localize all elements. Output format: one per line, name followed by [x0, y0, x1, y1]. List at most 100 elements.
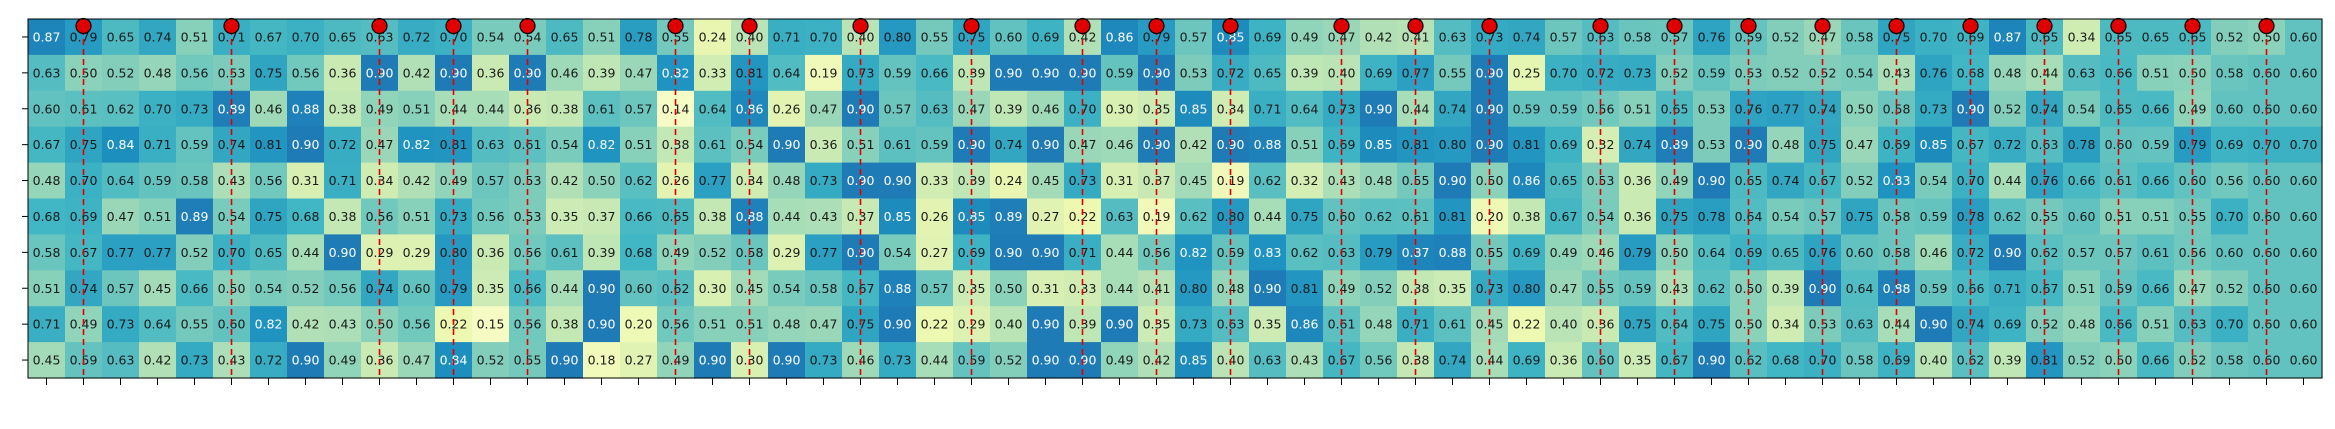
heatmap-cell-r8-c3 — [139, 306, 177, 343]
heatmap-cell-r2-c29 — [1101, 90, 1139, 128]
heatmap-cell-r4-c49 — [1841, 162, 1879, 200]
heatmap-cell-r7-c23 — [879, 270, 917, 307]
cell-value-label-r7-c35: 0.49 — [1328, 281, 1356, 296]
heatmap-cell-r2-c10 — [398, 90, 436, 128]
cell-value-label-r4-c14: 0.42 — [551, 173, 579, 188]
cell-value-label-r7-c15: 0.90 — [588, 281, 616, 296]
cell-value-label-r9-c3: 0.42 — [144, 353, 172, 368]
cell-value-label-r6-c41: 0.49 — [1550, 245, 1578, 260]
heatmap-cell-r7-c49 — [1841, 270, 1879, 307]
cell-value-label-r2-c22: 0.90 — [847, 101, 875, 116]
cell-value-label-r0-c24: 0.55 — [921, 29, 949, 44]
heatmap-cell-r4-c59 — [2211, 162, 2249, 200]
heatmap-cell-r2-c47 — [1767, 90, 1805, 128]
cell-value-label-r5-c44: 0.75 — [1661, 209, 1689, 224]
heatmap-cell-r3-c27 — [1027, 126, 1065, 164]
cell-value-label-r0-c6: 0.67 — [255, 29, 283, 44]
heatmap-cell-r8-c26 — [990, 306, 1028, 343]
heatmap-cell-r2-c61 — [2285, 90, 2323, 128]
cell-value-label-r8-c21: 0.47 — [810, 317, 838, 332]
cell-value-label-r4-c57: 0.66 — [2142, 173, 2170, 188]
cell-value-label-r5-c40: 0.38 — [1513, 209, 1541, 224]
heatmap-cell-r1-c26 — [990, 54, 1028, 92]
cell-value-label-r7-c6: 0.54 — [255, 281, 283, 296]
heatmap-cell-r2-c2 — [102, 90, 140, 128]
heatmap-cell-r9-c40 — [1508, 342, 1546, 379]
heatmap-cell-r2-c36 — [1360, 90, 1398, 128]
axes-frame — [22, 18, 2323, 385]
cell-value-label-r2-c55: 0.54 — [2068, 101, 2096, 116]
cell-value-label-r2-c49: 0.50 — [1846, 101, 1874, 116]
cell-value-label-r7-c23: 0.88 — [884, 281, 912, 296]
cell-value-label-r5-c11: 0.73 — [440, 209, 468, 224]
cell-value-label-r5-c22: 0.37 — [847, 209, 875, 224]
heatmap-cell-r6-c55 — [2063, 234, 2101, 271]
heatmap-cell-r7-c8 — [324, 270, 362, 307]
cell-value-label-r0-c32: 0.85 — [1217, 29, 1245, 44]
heatmap-cell-r7-c10 — [398, 270, 436, 307]
cell-value-label-r4-c7: 0.31 — [292, 173, 320, 188]
cell-value-label-r0-c27: 0.69 — [1032, 29, 1060, 44]
heatmap-cell-r1-c41 — [1545, 54, 1583, 92]
cell-value-label-r5-c49: 0.75 — [1846, 209, 1874, 224]
heatmap-cell-r9-c12 — [472, 342, 510, 379]
cell-value-label-r6-c10: 0.29 — [403, 245, 431, 260]
heatmap-cell-r2-c24 — [916, 90, 954, 128]
cell-value-label-r4-c36: 0.48 — [1365, 173, 1393, 188]
cell-value-label-r8-c55: 0.48 — [2068, 317, 2096, 332]
heatmap-cell-r7-c3 — [139, 270, 177, 307]
cell-value-label-r4-c34: 0.32 — [1291, 173, 1319, 188]
cell-value-label-r1-c8: 0.36 — [329, 65, 357, 80]
cell-value-label-r5-c17: 0.65 — [662, 209, 690, 224]
cell-value-label-r2-c59: 0.60 — [2216, 101, 2244, 116]
heatmap-cells — [28, 19, 2323, 379]
cell-value-label-r5-c61: 0.60 — [2290, 209, 2318, 224]
heatmap-cell-r3-c43 — [1619, 126, 1657, 164]
cell-value-label-r2-c9: 0.49 — [366, 101, 394, 116]
heatmap-cell-r1-c8 — [324, 54, 362, 92]
heatmap-cell-r9-c26 — [990, 342, 1028, 379]
cell-value-label-r9-c29: 0.49 — [1106, 353, 1134, 368]
cell-value-label-r1-c55: 0.63 — [2068, 65, 2096, 80]
cell-value-label-r5-c52: 0.78 — [1957, 209, 1985, 224]
cell-value-label-r5-c57: 0.51 — [2142, 209, 2170, 224]
cell-value-label-r2-c46: 0.76 — [1735, 101, 1763, 116]
cell-value-label-r4-c55: 0.66 — [2068, 173, 2096, 188]
cell-value-label-r0-c8: 0.65 — [329, 29, 357, 44]
heatmap-cell-r2-c6 — [250, 90, 288, 128]
cell-value-label-r4-c49: 0.52 — [1846, 173, 1874, 188]
heatmap-cell-r7-c2 — [102, 270, 140, 307]
cell-value-label-r0-c48: 0.47 — [1809, 29, 1837, 44]
cell-value-label-r7-c27: 0.31 — [1032, 281, 1060, 296]
heatmap-cell-r2-c34 — [1286, 90, 1324, 128]
cell-value-label-r1-c18: 0.33 — [699, 65, 727, 80]
cell-value-label-r7-c37: 0.38 — [1402, 281, 1430, 296]
heatmap-cell-r7-c29 — [1101, 270, 1139, 307]
heatmap-cell-r4-c12 — [472, 162, 510, 200]
heatmap-cell-r9-c16 — [620, 342, 658, 379]
heatmap-cell-r7-c20 — [768, 270, 806, 307]
heatmap-cell-r1-c29 — [1101, 54, 1139, 92]
cell-value-label-r8-c49: 0.63 — [1846, 317, 1874, 332]
cell-value-label-r8-c10: 0.56 — [403, 317, 431, 332]
cell-value-label-r9-c27: 0.90 — [1032, 353, 1060, 368]
cell-value-label-r5-c58: 0.55 — [2179, 209, 2207, 224]
heatmap-cell-r3-c47 — [1767, 126, 1805, 164]
heatmap-cell-r9-c34 — [1286, 342, 1324, 379]
cell-value-label-r5-c41: 0.67 — [1550, 209, 1578, 224]
heatmap-cell-r6-c8 — [324, 234, 362, 271]
cell-value-label-r0-c18: 0.24 — [699, 29, 727, 44]
cell-value-label-r4-c29: 0.31 — [1106, 173, 1134, 188]
heatmap-cell-r4-c57 — [2137, 162, 2175, 200]
cell-value-label-r7-c10: 0.60 — [403, 281, 431, 296]
heatmap-cell-r9-c57 — [2137, 342, 2175, 379]
cell-value-label-r2-c10: 0.51 — [403, 101, 431, 116]
cell-value-label-r7-c31: 0.80 — [1180, 281, 1208, 296]
cell-value-label-r7-c5: 0.50 — [218, 281, 246, 296]
heatmap-cell-r9-c41 — [1545, 342, 1583, 379]
cell-value-label-r0-c1: 0.79 — [70, 29, 98, 44]
cell-value-label-r5-c36: 0.62 — [1365, 209, 1393, 224]
cell-value-label-r7-c3: 0.45 — [144, 281, 172, 296]
cell-value-label-r5-c8: 0.38 — [329, 209, 357, 224]
cell-value-label-r7-c17: 0.62 — [662, 281, 690, 296]
